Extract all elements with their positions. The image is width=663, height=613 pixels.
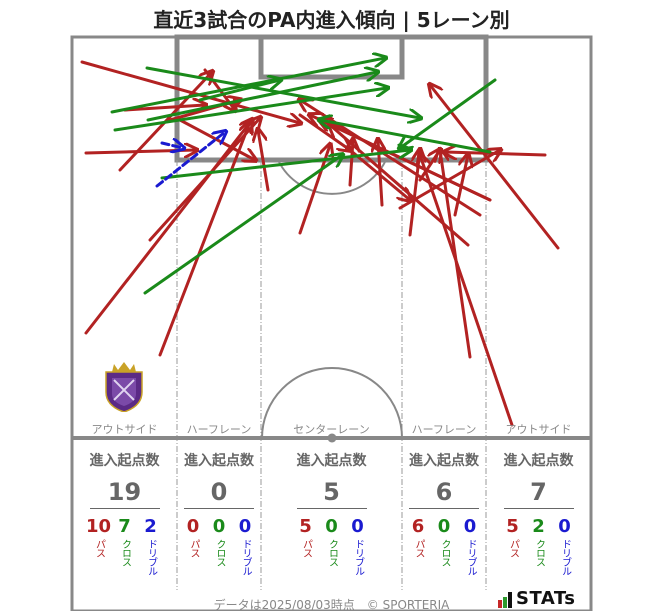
pass-arrow xyxy=(350,140,353,187)
cross-arrow xyxy=(160,150,410,180)
dribble-label: ドリブル xyxy=(559,539,571,575)
pass-label: パス xyxy=(188,539,199,557)
lane-label-center: センターレーン xyxy=(293,423,370,436)
lane-stats-center: 進入起点数 5 5 パス 0 クロス 0 ドリブル xyxy=(261,450,402,575)
lane-stats-halfspace-right: 進入起点数 6 6 パス 0 クロス 0 ドリブル xyxy=(402,450,486,575)
pass-label: パス xyxy=(300,539,312,557)
cross-count: 0 xyxy=(325,516,338,537)
dribble-arrow xyxy=(160,143,183,148)
dribble-count: 2 xyxy=(144,516,157,537)
cross-label: クロス xyxy=(533,539,545,566)
pass-arrow xyxy=(418,150,440,182)
lane-label-outside-right: アウトサイド xyxy=(505,423,572,436)
stats-header: 進入起点数 xyxy=(184,453,254,469)
dribble-arrow xyxy=(155,132,225,188)
lane-label-outside-left: アウトサイド xyxy=(91,423,158,436)
stats-total: 19 xyxy=(107,478,142,506)
divider xyxy=(296,508,367,509)
lane-stats-halfspace-left: 進入起点数 0 0 パス 0 クロス 0 ドリブル xyxy=(177,450,261,575)
cross-count: 0 xyxy=(437,516,451,537)
stats-header: 進入起点数 xyxy=(503,453,574,469)
cross-count: 0 xyxy=(212,516,226,537)
pass-label: パス xyxy=(93,539,105,557)
pass-arrow xyxy=(258,130,270,192)
dribble-label: ドリブル xyxy=(240,539,251,575)
divider xyxy=(409,508,479,509)
cross-arrow xyxy=(110,58,385,114)
pass-count: 5 xyxy=(506,516,519,537)
lane-stats-outside-left: 進入起点数 19 10 パス 7 クロス 2 ドリブル xyxy=(72,450,177,575)
stats-total: 6 xyxy=(435,478,453,506)
pass-arrow xyxy=(298,113,350,150)
pass-arrow xyxy=(148,118,260,242)
divider xyxy=(503,508,574,509)
pass-arrow xyxy=(445,152,547,155)
cross-label: クロス xyxy=(214,539,225,566)
pass-count: 6 xyxy=(411,516,425,537)
stats-total: 7 xyxy=(530,478,547,506)
dribble-label: ドリブル xyxy=(465,539,476,575)
logo-text: STATs xyxy=(516,588,576,609)
pass-label: パス xyxy=(507,539,519,557)
stats-total: 5 xyxy=(323,478,340,506)
cross-arrow xyxy=(198,80,280,102)
pass-arrow xyxy=(158,122,250,357)
pass-count: 10 xyxy=(85,516,112,537)
pass-count: 5 xyxy=(299,516,312,537)
cross-arrow xyxy=(143,155,342,295)
dribble-label: ドリブル xyxy=(145,539,157,575)
cross-arrow xyxy=(146,72,377,122)
pass-arrow xyxy=(398,150,500,210)
lane-stats-outside-right: 進入起点数 7 5 パス 2 クロス 0 ドリブル xyxy=(486,450,591,575)
center-circle xyxy=(261,367,403,439)
cross-label: クロス xyxy=(439,539,450,566)
stats-total: 0 xyxy=(210,478,228,506)
entry-arrows xyxy=(80,58,560,427)
penalty-arc xyxy=(277,159,387,195)
data-date-footer: データは2025/08/03時点 © SPORTERIA xyxy=(213,598,450,612)
bar-chart-icon xyxy=(498,592,512,608)
dribble-label: ドリブル xyxy=(352,539,364,575)
pass-arrow xyxy=(420,155,514,427)
divider xyxy=(89,508,160,509)
stats-header: 進入起点数 xyxy=(409,453,479,469)
goal-area xyxy=(258,34,405,80)
dribble-count: 0 xyxy=(463,516,477,537)
stats-logo: STATs xyxy=(498,590,575,608)
pass-label: パス xyxy=(413,539,424,557)
purple-crest-icon xyxy=(105,362,143,412)
lane-dividers xyxy=(176,160,487,590)
pass-arrow xyxy=(123,105,205,110)
dribble-count: 0 xyxy=(238,516,252,537)
center-spot xyxy=(327,433,337,443)
pass-count: 0 xyxy=(186,516,200,537)
cross-arrow xyxy=(113,88,387,132)
cross-count: 2 xyxy=(532,516,545,537)
pass-arrow xyxy=(348,148,410,200)
cross-label: クロス xyxy=(326,539,338,566)
cross-arrow xyxy=(400,78,497,148)
lane-label-halfspace-right: ハーフレーン xyxy=(411,423,477,436)
stats-header: 進入起点数 xyxy=(296,453,367,469)
stats-header: 進入起点数 xyxy=(89,453,160,469)
page-title: 直近3試合のPA内進入傾向 | 5レーン別 xyxy=(153,8,510,32)
dribble-count: 0 xyxy=(351,516,364,537)
dribble-count: 0 xyxy=(558,516,571,537)
divider xyxy=(184,508,254,509)
cross-count: 7 xyxy=(118,516,131,537)
lane-label-halfspace-left: ハーフレーン xyxy=(186,423,252,436)
cross-label: クロス xyxy=(119,539,131,566)
